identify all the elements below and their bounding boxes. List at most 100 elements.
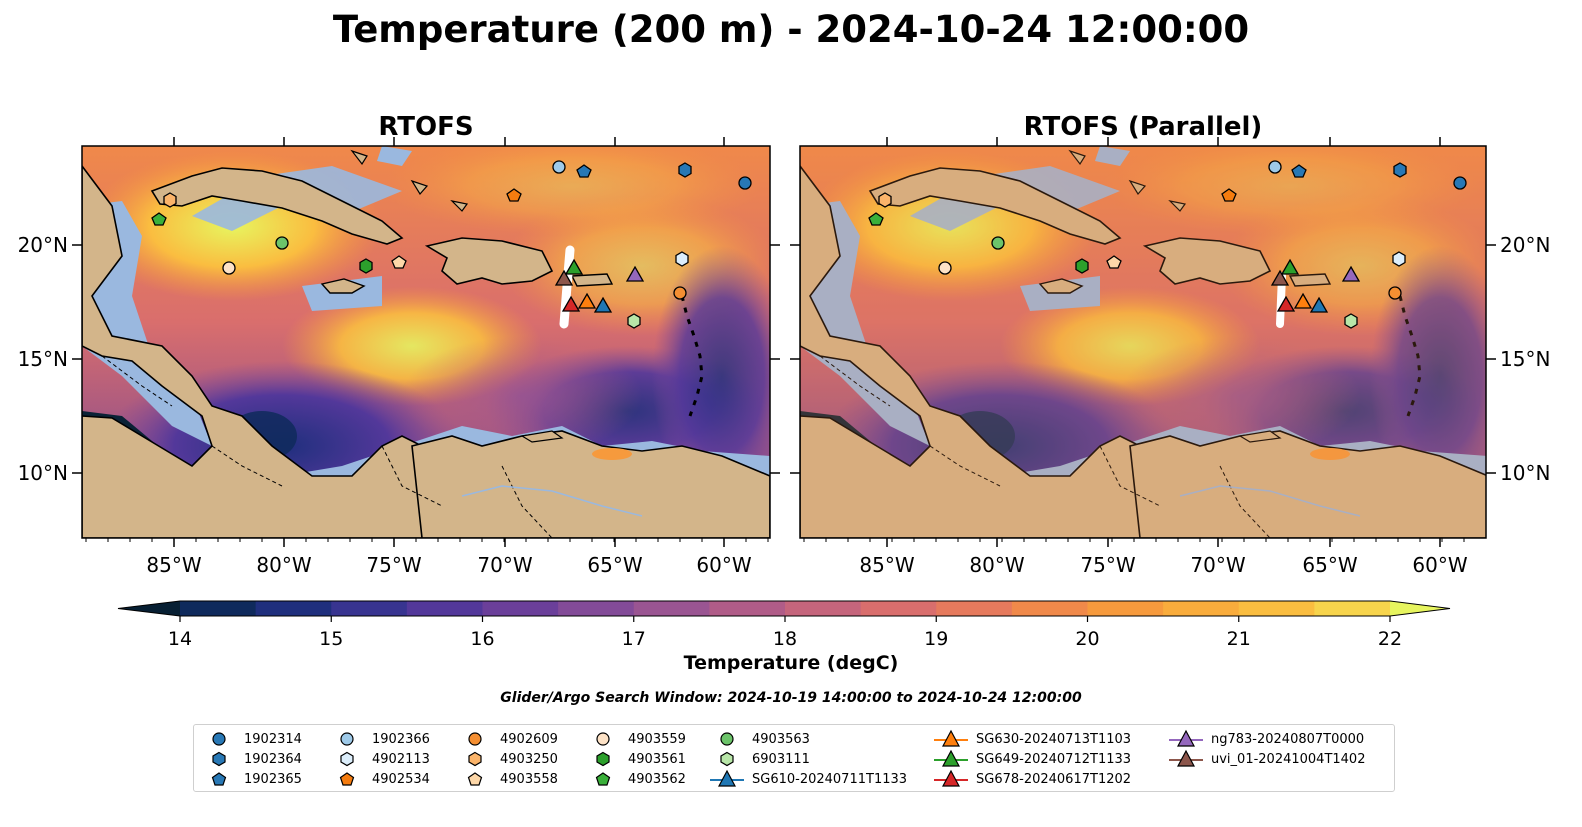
map-panel-rtofs-parallel [799,145,1487,539]
legend-label: 1902365 [244,771,302,787]
lon-tick-label: 60°W [1412,553,1467,577]
legend-marker-icon [1169,729,1203,749]
legend-marker-icon [934,769,968,789]
colorbar-segment [860,601,937,616]
lat-tick-label: 20°N [18,233,68,257]
legend-label: 4902534 [372,771,430,787]
lon-tick-label: 60°W [696,553,751,577]
colorbar-segment [180,601,257,616]
lon-tick-label: 85°W [146,553,201,577]
lon-tick-label: 80°W [256,553,311,577]
legend-label: SG630-20240713T1103 [976,731,1132,747]
colorbar-tick-label: 14 [168,628,192,650]
legend-item: 4902534 [330,769,430,789]
colorbar-segment [482,601,559,616]
colorbar-tick-label: 18 [773,628,797,650]
panel-title-rtofs-parallel: RTOFS (Parallel) [1023,112,1263,142]
legend-marker-icon [458,729,492,749]
legend-label: SG610-20240711T1133 [752,771,908,787]
legend-label: SG649-20240712T1133 [976,751,1132,767]
colorbar-segment [936,601,1013,616]
colorbar-label: Temperature (degC) [683,652,899,674]
colorbar-segment [1087,601,1164,616]
legend-label: ng783-20240807T0000 [1211,731,1365,747]
lon-tick-label: 75°W [366,553,421,577]
legend-label: 1902364 [244,751,302,767]
colorbar-segment [255,601,332,616]
legend-marker-icon [586,729,620,749]
legend-item: SG610-20240711T1133 [710,769,907,789]
legend-marker-icon [330,769,364,789]
colorbar-tick-label: 22 [1378,628,1402,650]
legend: 1902314 1902364 1902365 1902366 4902113 4902… [193,724,1395,792]
legend-label: 4902609 [500,731,558,747]
colorbar-ticks: 14 15 16 17 18 19 20 21 22 [168,628,1402,650]
colorbar-segment [406,601,483,616]
legend-item: 1902366 [330,729,430,749]
legend-item: 1902314 [202,729,302,749]
legend-item: 4903559 [586,729,686,749]
legend-marker-icon [934,749,968,769]
lat-tick-label: 20°N [1500,233,1550,257]
legend-marker-icon [586,749,620,769]
lon-tick-label: 70°W [477,553,532,577]
lat-tick-label: 10°N [18,461,68,485]
lat-tick-label: 15°N [1500,347,1550,371]
colorbar-extend-min [118,601,180,616]
legend-label: 4903562 [628,771,686,787]
legend-label: 4902113 [372,751,430,767]
legend-label: 1902314 [244,731,302,747]
legend-item: 4902609 [458,729,558,749]
legend-item: 4903558 [458,769,558,789]
colorbar-tick-label: 20 [1075,628,1099,650]
lon-tick-label: 65°W [587,553,642,577]
colorbar-tick-label: 15 [319,628,343,650]
legend-marker-icon [458,769,492,789]
legend-marker-icon [934,729,968,749]
colorbar-tick-label: 17 [622,628,646,650]
colorbar-segment [709,601,786,616]
colorbar [117,600,1451,622]
legend-item: SG630-20240713T1103 [934,729,1131,749]
lat-tick-label: 10°N [1500,461,1550,485]
legend-item: SG678-20240617T1202 [934,769,1131,789]
legend-item: 4902113 [330,749,430,769]
main-title: Temperature (200 m) - 2024-10-24 12:00:0… [332,8,1250,51]
argo-markers-right [868,160,1467,329]
colorbar-tick-label: 19 [924,628,948,650]
colorbar-segment [558,601,635,616]
legend-label: 6903111 [752,751,810,767]
legend-label: 4903559 [628,731,686,747]
map-panel-rtofs [81,145,771,539]
lon-tick-label: 85°W [859,553,914,577]
legend-label: 4903558 [500,771,558,787]
legend-marker-icon [710,769,744,789]
legend-marker-icon [202,769,236,789]
lon-tick-label: 65°W [1302,553,1357,577]
legend-label: 4903563 [752,731,810,747]
colorbar-segment [1163,601,1240,616]
legend-item: 4903561 [586,749,686,769]
colorbar-segment [1314,601,1391,616]
legend-marker-icon [710,749,744,769]
legend-item: uvi_01-20241004T1402 [1169,749,1365,769]
colorbar-segment [331,601,408,616]
legend-item: 1902364 [202,749,302,769]
legend-marker-icon [330,729,364,749]
legend-marker-icon [458,749,492,769]
colorbar-extend-max [1390,601,1450,616]
legend-marker-icon [1169,749,1203,769]
axis-tick-labels: 85°W 85°W 80°W 80°W 75°W 75°W 70°W 70°W 65°W 65°W… [18,233,1551,577]
legend-marker-icon [330,749,364,769]
colorbar-segment [785,601,862,616]
legend-item: SG649-20240712T1133 [934,749,1131,769]
lon-tick-label: 70°W [1190,553,1245,577]
argo-markers-left [151,160,752,329]
legend-label: uvi_01-20241004T1402 [1211,751,1366,767]
lat-tick-label: 15°N [18,347,68,371]
axis-ticks [72,137,1496,547]
colorbar-tick-label: 16 [470,628,494,650]
legend-item: 4903563 [710,729,907,749]
search-window-text: Glider/Argo Search Window: 2024-10-19 14… [500,690,1082,706]
